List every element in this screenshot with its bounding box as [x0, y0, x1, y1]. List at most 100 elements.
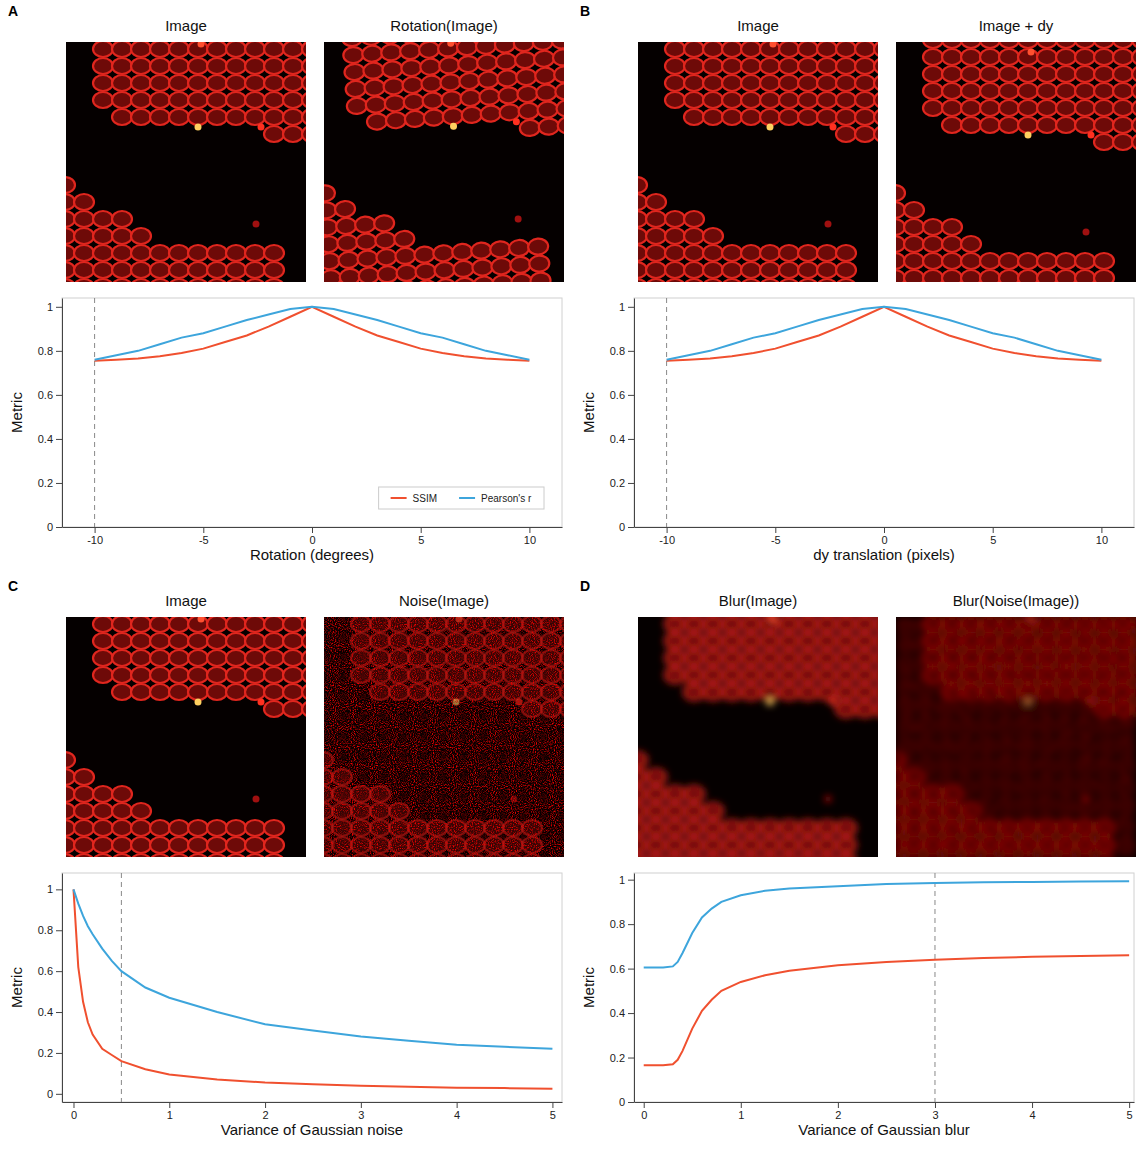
cell: [475, 42, 496, 54]
tick: 5: [550, 1102, 556, 1121]
cell: [1056, 66, 1076, 82]
cell: [1132, 66, 1136, 82]
cell: [836, 854, 856, 857]
cell: [302, 42, 306, 57]
cell: [442, 108, 463, 125]
cell: [207, 820, 227, 836]
bright-spot: [830, 124, 837, 131]
cell: [980, 270, 1000, 282]
tick-label: 3: [358, 1109, 364, 1121]
tick-label: 0.2: [38, 1047, 53, 1059]
tick: 0.2: [38, 1047, 62, 1059]
cell: [855, 667, 875, 683]
legend-swatch: [391, 497, 407, 499]
legend: SSIMPearson's r: [379, 487, 544, 509]
tick-mark: [775, 527, 776, 533]
cell: [169, 92, 189, 108]
cell: [150, 58, 170, 74]
cell: [665, 820, 685, 836]
cell: [703, 92, 723, 108]
tick: -5: [771, 527, 781, 546]
cell: [93, 837, 113, 853]
image-ground: [324, 617, 564, 857]
cell: [188, 617, 208, 632]
cell: [836, 701, 856, 717]
cell: [74, 820, 94, 836]
cell: [366, 113, 387, 130]
cell: [283, 633, 303, 649]
image-ground: [638, 42, 878, 282]
tick-mark: [56, 307, 62, 308]
cell: [207, 837, 227, 853]
cell: [760, 820, 780, 836]
cell: [245, 42, 265, 57]
cell: [684, 803, 704, 819]
cell: [1132, 49, 1136, 65]
cell: [760, 262, 780, 278]
cell: [684, 211, 704, 227]
cell: [435, 279, 456, 282]
cell: [112, 617, 132, 632]
cell: [363, 62, 384, 79]
cell: [226, 75, 246, 91]
cell: [703, 667, 723, 683]
cell: [665, 245, 685, 261]
tick-label: 2: [835, 1109, 841, 1121]
tick: 2: [263, 1102, 269, 1121]
cell: [703, 650, 723, 666]
cell: [722, 633, 742, 649]
cell: [188, 262, 208, 278]
cell: [245, 684, 265, 700]
image-title: Image: [737, 17, 779, 34]
plot-frame: [634, 298, 1134, 527]
tick: 0.6: [38, 389, 62, 401]
cell: [188, 820, 208, 836]
cell: [779, 854, 799, 857]
cell: [226, 837, 246, 853]
cell: [1018, 49, 1038, 65]
cell: [419, 42, 440, 58]
cell: [836, 126, 856, 142]
cell: [513, 42, 534, 52]
cell: [364, 79, 385, 96]
cell: [1037, 100, 1057, 116]
tick: 0.4: [38, 1006, 62, 1018]
cell: [66, 752, 75, 768]
cell: [779, 262, 799, 278]
cell: [66, 177, 75, 193]
cell: [1132, 83, 1136, 99]
series-line: [644, 955, 1129, 1065]
tick-label: 0: [619, 1096, 625, 1108]
cell: [1113, 42, 1133, 48]
cell: [536, 84, 557, 101]
cell: [1113, 66, 1133, 82]
cell: [492, 275, 513, 282]
cell: [980, 117, 1000, 133]
cell: [741, 667, 761, 683]
tick: 0.8: [38, 345, 62, 357]
cell: [741, 837, 761, 853]
cell: [150, 75, 170, 91]
cell: [646, 803, 666, 819]
cell: [722, 262, 742, 278]
series-line: [73, 889, 552, 1088]
cell: [798, 633, 818, 649]
cell: [245, 109, 265, 125]
cell: [264, 650, 284, 666]
cell: [923, 66, 943, 82]
cell: [283, 58, 303, 74]
cell: [283, 126, 303, 142]
cell: [283, 92, 303, 108]
cell: [760, 633, 780, 649]
cell: [836, 109, 856, 125]
cell: [703, 279, 723, 282]
cell: [798, 92, 818, 108]
cell: [453, 260, 474, 277]
cell: [150, 279, 170, 282]
tick: 0: [71, 1102, 77, 1121]
cell: [416, 280, 437, 282]
tick-mark: [56, 395, 62, 396]
cell: [226, 279, 246, 282]
cell: [836, 617, 856, 632]
cell: [497, 70, 518, 87]
